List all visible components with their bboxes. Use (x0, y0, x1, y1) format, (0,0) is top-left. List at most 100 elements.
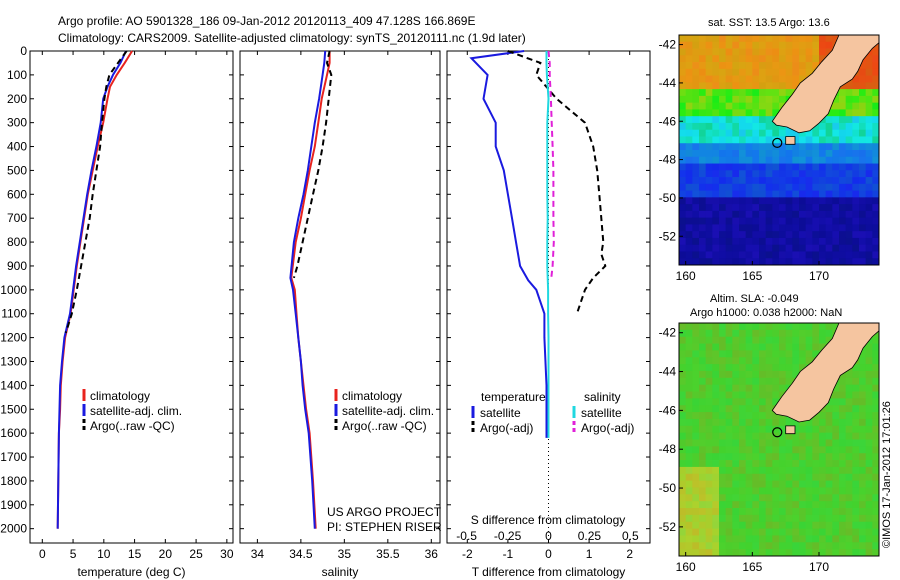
map-cell (692, 432, 700, 440)
y-tick-label: 1300 (0, 354, 27, 368)
map-cell (732, 432, 740, 440)
map-cell (779, 231, 787, 239)
map-cell (819, 150, 827, 158)
map-cell (725, 384, 733, 392)
map-cell (765, 494, 773, 502)
map-cell (712, 143, 720, 151)
map-cell (792, 514, 800, 523)
map-cell (832, 323, 840, 331)
map-cell (805, 224, 813, 232)
map-cell (785, 183, 793, 191)
map-cell (832, 109, 840, 117)
map-cell (845, 244, 853, 252)
map-cell (752, 432, 760, 440)
map-cell (825, 183, 833, 191)
map-cell (725, 156, 733, 164)
y-tick-label: 900 (7, 259, 27, 273)
map-cell (765, 514, 773, 523)
map-cell (705, 439, 713, 447)
map-cell (692, 384, 700, 392)
map-cell (859, 508, 867, 516)
map-cell (872, 528, 880, 536)
map-cell (792, 237, 800, 246)
map-cell (679, 418, 687, 427)
map-cell (725, 412, 733, 420)
map-cell (712, 251, 720, 259)
map-cell (685, 224, 693, 232)
map-cell (679, 384, 687, 392)
map-cell (752, 377, 760, 386)
map-cell (812, 237, 820, 246)
map-cell (759, 501, 767, 509)
map-cell (785, 68, 793, 76)
map-cell (692, 514, 700, 523)
map-cell (859, 75, 867, 83)
map-cell (812, 217, 820, 225)
map-cell (839, 549, 847, 557)
map-y-tick-label: -50 (659, 191, 677, 205)
map-cell (685, 466, 693, 475)
map-cell (872, 244, 880, 252)
map-cell (752, 542, 760, 550)
map-cell (679, 542, 687, 550)
map-cell (732, 75, 740, 83)
map-cell (712, 480, 720, 488)
map-cell (852, 75, 860, 83)
map-cell (759, 412, 767, 420)
map-cell (699, 480, 707, 488)
map-cell (759, 508, 767, 516)
map-cell (679, 89, 687, 97)
map-cell (765, 68, 773, 76)
map-cell (712, 75, 720, 83)
map-cell (845, 535, 853, 543)
map-cell (785, 190, 793, 198)
map-cell (685, 210, 693, 219)
map-cell (845, 224, 853, 232)
map-cell (745, 323, 753, 331)
map-cell (859, 156, 867, 164)
map-cell (785, 258, 793, 266)
map-cell (732, 251, 740, 259)
map-cell (692, 136, 700, 144)
map-cell (819, 528, 827, 536)
y-tick-label: 1200 (0, 331, 27, 345)
map-cell (785, 453, 793, 461)
map-cell (685, 425, 693, 434)
map-cell (779, 156, 787, 164)
top-x-tick-label: 0 (545, 529, 552, 543)
map-cell (785, 336, 793, 344)
map-cell (732, 336, 740, 344)
map-cell (752, 95, 760, 104)
map-cell (725, 116, 733, 124)
map-cell (832, 122, 840, 131)
map-cell (805, 336, 813, 344)
map-cell (752, 323, 760, 331)
map-cell (699, 75, 707, 83)
map-cell (712, 446, 720, 454)
map-cell (779, 487, 787, 495)
map-cell (799, 466, 807, 475)
map-y-tick-label: -46 (659, 403, 677, 417)
map-cell (785, 508, 793, 516)
map-cell (739, 35, 747, 43)
map-cell (845, 508, 853, 516)
map-cell (759, 521, 767, 529)
map-cell (712, 109, 720, 117)
map-cell (859, 480, 867, 488)
map-cell (699, 343, 707, 351)
map-cell (779, 237, 787, 246)
map-x-tick-label: 165 (742, 269, 762, 283)
map-cell (839, 508, 847, 516)
map-cell (719, 197, 727, 205)
map-cell (705, 251, 713, 259)
map-cell (732, 528, 740, 536)
map-cell (692, 150, 700, 158)
map-cell (872, 190, 880, 198)
map-cell (712, 432, 720, 440)
map-cell (859, 217, 867, 225)
map-cell (699, 521, 707, 529)
legend-group-salinity: salinity (584, 390, 621, 404)
map-cell (785, 370, 793, 379)
map-cell (812, 535, 820, 543)
map-cell (872, 217, 880, 225)
